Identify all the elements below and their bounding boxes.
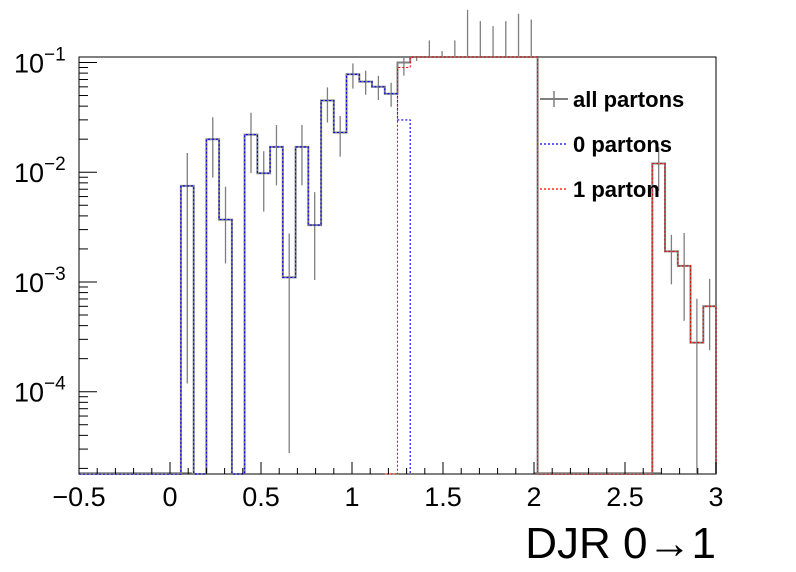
y-tick-label: 10−2 — [14, 154, 66, 188]
x-axis-title: DJR 0→1 — [525, 519, 716, 568]
x-tick-label: 1.5 — [424, 482, 462, 512]
series-1-parton-line — [384, 56, 717, 475]
legend-label-1-parton: 1 parton — [573, 177, 660, 202]
x-tick-label: 1 — [344, 482, 359, 512]
x-tick-label: −0.5 — [52, 482, 105, 512]
y-tick-label: 10−1 — [14, 44, 66, 78]
x-tick-label: 3 — [708, 482, 723, 512]
x-tick-label: 2.5 — [606, 482, 644, 512]
x-tick-label: 0.5 — [242, 482, 280, 512]
legend-label-0-partons: 0 partons — [573, 132, 672, 157]
histogram-layer — [79, 9, 717, 475]
y-tick-label: 10−4 — [14, 374, 66, 408]
axes-layer: −0.5 0 0.5 1 1.5 2 2.5 3 10−4 10−3 10−2 10−1 — [14, 44, 724, 512]
x-tick-label: 2 — [526, 482, 541, 512]
x-tick-label: 0 — [162, 482, 177, 512]
y-tick-label: 10−3 — [14, 264, 66, 298]
series-0-partons-line — [79, 73, 411, 475]
legend: all partons 0 partons 1 parton — [540, 87, 684, 202]
legend-label-all-partons: all partons — [573, 87, 684, 112]
